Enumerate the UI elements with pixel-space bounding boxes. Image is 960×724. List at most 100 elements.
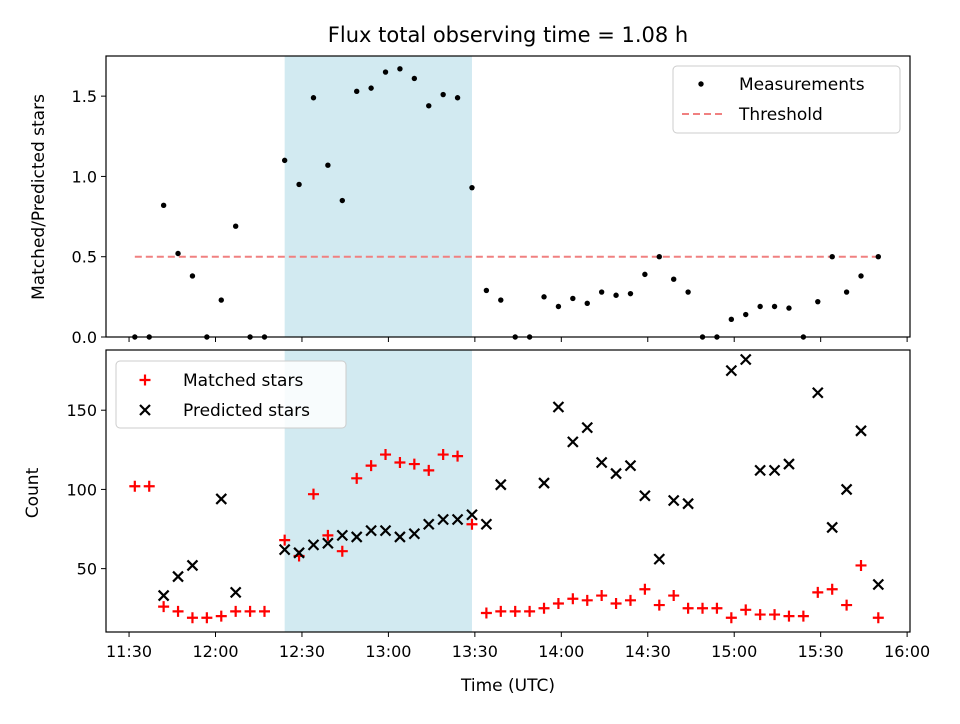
- predicted-star-point: [422, 518, 435, 531]
- matched-star-point: [697, 602, 709, 614]
- measurement-point: [325, 162, 331, 168]
- top-y-tick-label: 0.0: [72, 328, 97, 347]
- measurement-point: [570, 295, 576, 302]
- x-tick-label: 11:30: [106, 642, 152, 661]
- matched-star-point: [725, 612, 737, 624]
- measurement-point: [541, 294, 547, 300]
- top-shaded-span: [284, 56, 472, 337]
- measurement-point: [627, 290, 634, 297]
- x-tick-label: 15:00: [711, 642, 757, 661]
- predicted-star-point: [783, 458, 795, 470]
- measurement-point: [786, 305, 792, 311]
- matched-star-point: [408, 458, 420, 470]
- matched-star-point: [466, 518, 478, 530]
- measurement-point: [310, 95, 317, 101]
- predicted-star-point: [840, 483, 853, 496]
- matched-star-point: [351, 472, 363, 484]
- matched-star-point: [480, 607, 492, 619]
- matched-star-point: [201, 612, 213, 624]
- x-tick-label: 14:30: [625, 642, 671, 661]
- measurement-point: [843, 289, 850, 295]
- predicted-star-point: [855, 425, 867, 437]
- measurement-point: [382, 69, 389, 75]
- measurement-point: [829, 254, 835, 260]
- matched-star-point: [552, 597, 564, 609]
- matched-star-point: [711, 602, 723, 614]
- legend-matched-label: Matched stars: [183, 371, 303, 391]
- predicted-star-point: [653, 553, 666, 565]
- x-tick-label: 16:00: [884, 642, 930, 661]
- top-y-axis-label: Matched/Predicted stars: [29, 94, 49, 300]
- matched-star-point: [394, 456, 406, 468]
- predicted-star-point: [157, 589, 170, 602]
- legend-predicted-marker: [139, 404, 151, 416]
- bottom-axes-frame: [105, 349, 911, 633]
- figure-title: Flux total observing time = 1.08 h: [328, 23, 688, 47]
- predicted-star-point: [229, 586, 242, 599]
- measurement-point: [757, 303, 763, 310]
- matched-star-point: [215, 610, 227, 622]
- matched-star-point: [172, 605, 184, 617]
- matched-star-point: [682, 602, 694, 614]
- measurement-point: [584, 300, 590, 306]
- predicted-star-point: [215, 493, 228, 505]
- predicted-star-point: [394, 531, 406, 543]
- x-tick-label: 12:30: [279, 642, 325, 661]
- measurement-point: [368, 85, 374, 91]
- matched-star-point: [797, 610, 809, 622]
- matched-star-point: [639, 583, 651, 595]
- measurement-point: [858, 273, 864, 279]
- matched-star-point: [524, 605, 536, 617]
- measurement-point: [743, 311, 749, 318]
- predicted-star-point: [552, 401, 565, 413]
- matched-star-point: [581, 594, 593, 606]
- legend-matched-marker: [139, 374, 151, 386]
- matched-star-point: [596, 590, 608, 602]
- predicted-star-point: [639, 489, 651, 502]
- predicted-star-point: [350, 531, 363, 543]
- predicted-star-point: [567, 436, 579, 448]
- matched-star-point: [653, 599, 665, 611]
- matched-star-point: [668, 590, 680, 602]
- measurement-point: [218, 297, 224, 303]
- matched-star-point: [158, 601, 170, 613]
- legend-threshold-label: Threshold: [738, 105, 823, 125]
- chart-marks: 0.0 0.5 1.0 1.5 50 100 150 11:30 12:00 12:30 13:00…: [66, 55, 930, 661]
- matched-star-point: [129, 480, 141, 492]
- matched-star-point: [452, 450, 464, 462]
- measurement-point: [426, 103, 432, 109]
- measurement-point: [411, 75, 418, 82]
- top-y-tick-label: 0.5: [72, 248, 97, 267]
- measurement-point: [397, 66, 403, 72]
- measurement-point: [189, 273, 196, 279]
- bottom-y-tick-label: 50: [77, 560, 97, 579]
- predicted-star-point: [581, 421, 594, 434]
- measurement-point: [232, 223, 239, 229]
- predicted-star-point: [826, 521, 838, 534]
- predicted-star-point: [379, 524, 392, 537]
- measurement-point: [160, 202, 167, 209]
- measurement-point: [598, 289, 605, 295]
- predicted-star-point: [667, 494, 680, 507]
- predicted-star-point: [480, 518, 493, 531]
- matched-star-point: [307, 488, 319, 500]
- measurement-point: [685, 289, 691, 295]
- measurement-point: [483, 287, 490, 294]
- measurement-point: [555, 303, 562, 310]
- predicted-star-point: [293, 547, 305, 559]
- matched-star-point: [610, 597, 622, 609]
- matched-star-point: [380, 449, 392, 461]
- legend-predicted-label: Predicted stars: [183, 401, 310, 421]
- matched-star-point: [754, 609, 766, 621]
- predicted-star-point: [336, 529, 349, 542]
- predicted-star-point: [610, 467, 622, 480]
- matched-star-point: [624, 594, 636, 606]
- measurement-point: [771, 303, 778, 310]
- bottom-y-tick-label: 100: [66, 480, 97, 499]
- measurement-point: [454, 95, 461, 101]
- measurement-point: [296, 181, 302, 188]
- matched-star-point: [258, 605, 270, 617]
- measurement-point: [354, 88, 360, 95]
- matched-star-point: [437, 449, 449, 461]
- measurement-point: [728, 316, 735, 323]
